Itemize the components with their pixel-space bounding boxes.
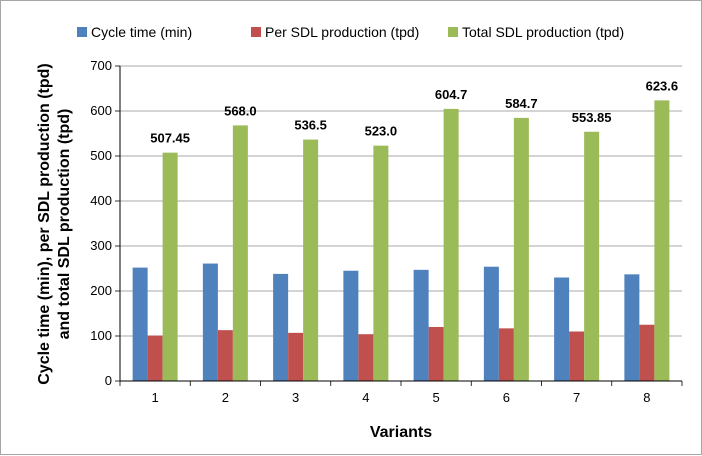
bar-1 bbox=[554, 278, 569, 382]
x-tick-label: 1 bbox=[152, 390, 159, 405]
data-label: 604.7 bbox=[435, 87, 468, 102]
data-label: 553.85 bbox=[572, 110, 612, 125]
bar-1 bbox=[203, 264, 218, 381]
data-label: 536.5 bbox=[294, 118, 327, 133]
y-tick-label: 600 bbox=[90, 103, 112, 118]
bar-1 bbox=[343, 271, 358, 381]
y-axis-title-line-1: Cycle time (min), per SDL production (tp… bbox=[36, 63, 53, 385]
bar-3 bbox=[514, 118, 529, 381]
bar-1 bbox=[484, 267, 499, 381]
y-tick-label: 700 bbox=[90, 58, 112, 73]
bars bbox=[133, 100, 670, 381]
legend-label: Cycle time (min) bbox=[91, 24, 192, 40]
x-tick-label: 4 bbox=[362, 390, 369, 405]
x-tick-label: 6 bbox=[503, 390, 510, 405]
legend: Cycle time (min) Per SDL production (tpd)… bbox=[77, 24, 624, 40]
x-axis-title: Variants bbox=[370, 424, 432, 441]
bar-2 bbox=[358, 334, 373, 381]
bar-2 bbox=[569, 332, 584, 382]
legend-label: Per SDL production (tpd) bbox=[265, 24, 419, 40]
data-label: 623.6 bbox=[646, 78, 679, 93]
y-tick-label: 500 bbox=[90, 148, 112, 163]
bar-1 bbox=[133, 268, 148, 381]
bar-3 bbox=[584, 132, 599, 381]
legend-swatch bbox=[77, 27, 87, 37]
bar-2 bbox=[639, 325, 654, 381]
y-tick-label: 400 bbox=[90, 193, 112, 208]
bar-1 bbox=[414, 270, 429, 381]
bar-3 bbox=[303, 140, 318, 381]
bar-2 bbox=[429, 327, 444, 381]
data-label: 584.7 bbox=[505, 96, 538, 111]
bar-2 bbox=[218, 330, 233, 381]
x-tick-label: 2 bbox=[222, 390, 229, 405]
y-tick-label: 300 bbox=[90, 238, 112, 253]
bar-3 bbox=[373, 146, 388, 381]
bar-2 bbox=[288, 333, 303, 381]
data-label: 523.0 bbox=[365, 124, 398, 139]
y-tick-label: 100 bbox=[90, 328, 112, 343]
bar-3 bbox=[233, 125, 248, 381]
y-axis-title-line-2: and total SDL production (tpd) bbox=[56, 109, 73, 340]
bar-3 bbox=[444, 109, 459, 381]
legend-label: Total SDL production (tpd) bbox=[462, 24, 624, 40]
bar-1 bbox=[624, 274, 639, 381]
bar-2 bbox=[148, 336, 163, 381]
legend-swatch bbox=[448, 27, 458, 37]
x-tick-label: 3 bbox=[292, 390, 299, 405]
x-tick-label: 8 bbox=[643, 390, 650, 405]
y-tick-label: 200 bbox=[90, 283, 112, 298]
bar-3 bbox=[654, 100, 669, 381]
bar-3 bbox=[163, 153, 178, 381]
x-tick-label: 7 bbox=[573, 390, 580, 405]
bar-2 bbox=[499, 328, 514, 381]
data-label: 507.45 bbox=[150, 131, 190, 146]
x-tick-label: 5 bbox=[433, 390, 440, 405]
y-tick-label: 0 bbox=[105, 373, 112, 388]
data-label: 568.0 bbox=[224, 103, 257, 118]
legend-swatch bbox=[251, 27, 261, 37]
bar-1 bbox=[273, 274, 288, 381]
